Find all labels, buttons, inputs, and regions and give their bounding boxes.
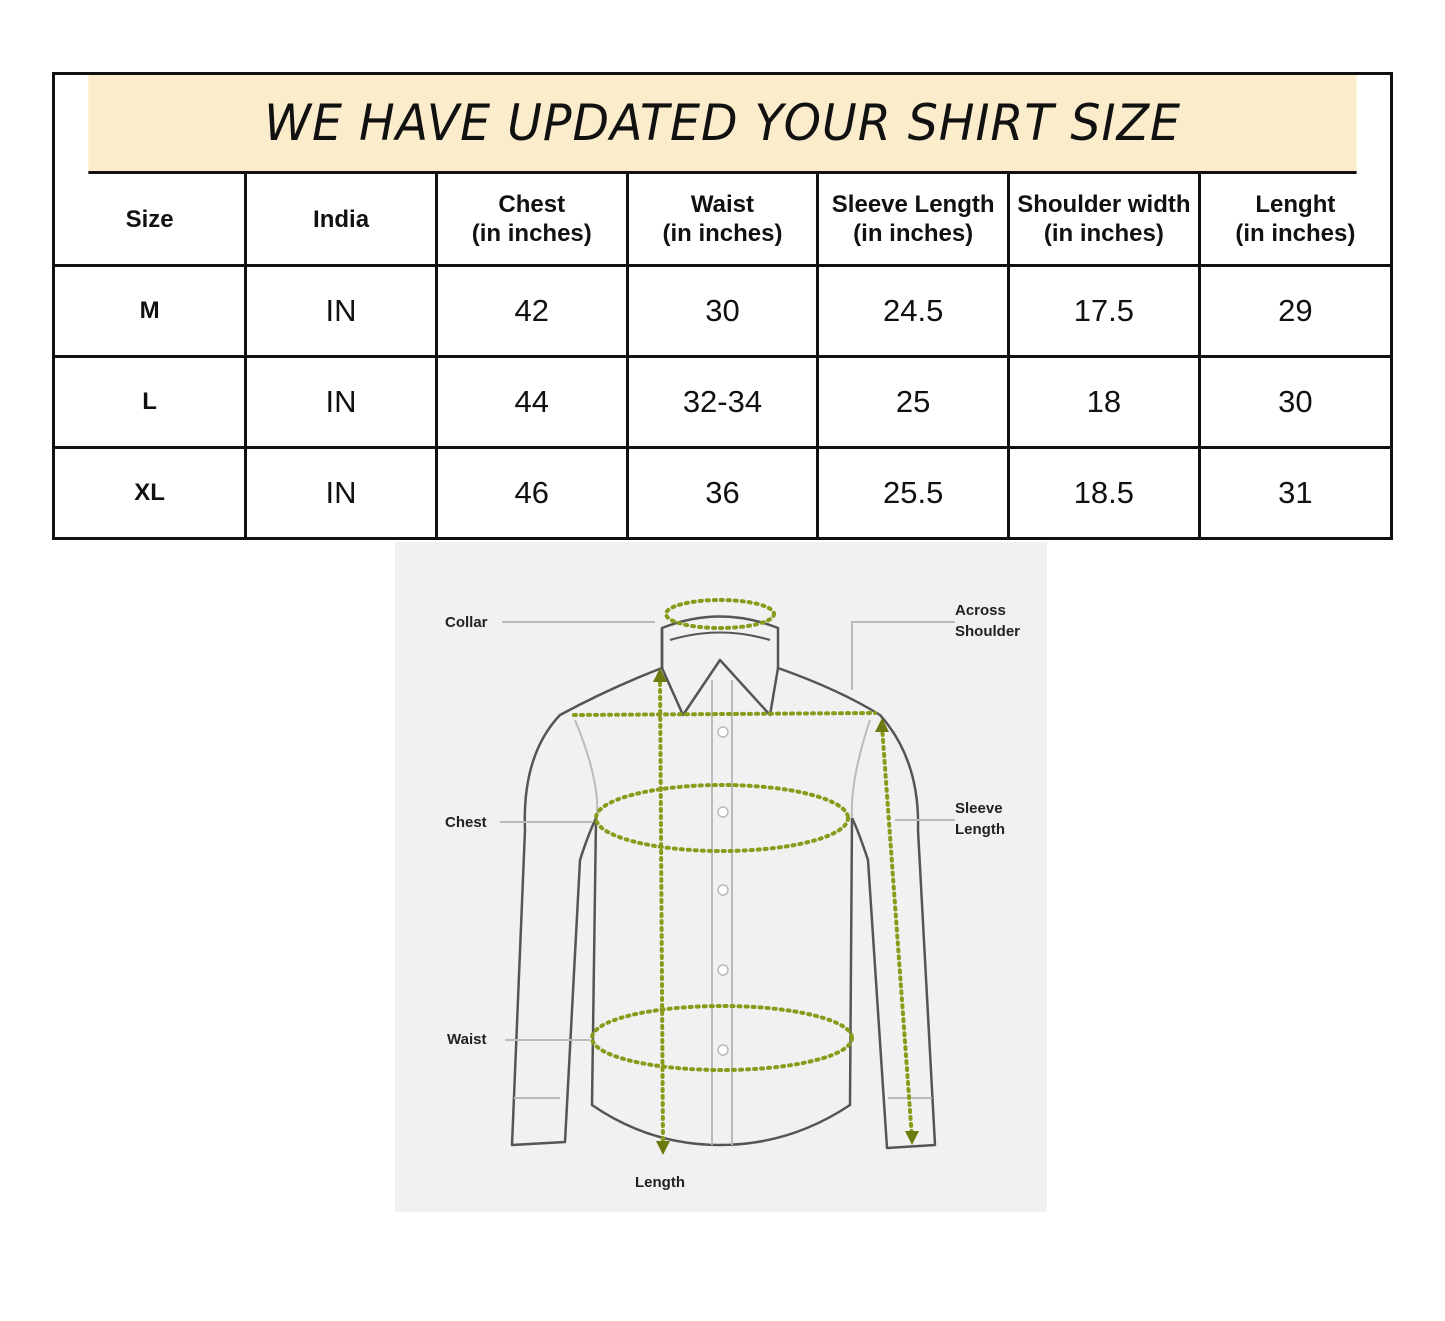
table-row: L IN 44 32-34 25 18 30 — [55, 355, 1390, 449]
chest-measure — [594, 783, 850, 853]
table-cell: 18 — [1007, 355, 1201, 449]
column-header: Chest (in inches) — [434, 174, 629, 267]
shoulder-measure — [572, 711, 877, 717]
length-measure — [658, 674, 665, 1148]
column-header: India — [244, 174, 438, 267]
header-unit: (in inches) — [1235, 220, 1356, 247]
label-waist: Waist — [447, 1031, 487, 1048]
leader-lines — [500, 621, 955, 1041]
waist-measure — [590, 1004, 854, 1072]
table-cell: 44 — [434, 355, 629, 449]
header-unit: (in inches) — [471, 220, 592, 247]
header-row: Size India Chest (in inches) Waist (in inches… — [55, 174, 1390, 267]
header-label: Chest — [498, 191, 566, 218]
label-collar: Collar — [445, 614, 488, 631]
size-chart: WE HAVE UPDATED YOUR SHIRT SIZE Size Indi… — [52, 72, 1393, 540]
table-cell: 25 — [816, 355, 1011, 449]
collar-measure — [664, 598, 776, 630]
table-cell: 31 — [1197, 446, 1390, 537]
table-cell: 24.5 — [816, 264, 1011, 358]
shirt-illustration — [500, 598, 955, 1155]
table-cell: 32-34 — [625, 355, 820, 449]
measurement-lines — [572, 598, 914, 1148]
label-chest: Chest — [445, 814, 487, 831]
table-cell: L — [55, 355, 248, 449]
table-cell: 46 — [434, 446, 629, 537]
label-sleeve-length: Sleeve Length — [955, 798, 1005, 840]
header-label: Lenght — [1255, 191, 1336, 218]
column-header: Waist (in inches) — [625, 174, 820, 267]
buttons — [717, 726, 729, 1056]
column-header: Lenght (in inches) — [1197, 174, 1390, 267]
table-row: XL IN 46 36 25.5 18.5 31 — [55, 446, 1390, 537]
label-length: Length — [635, 1174, 685, 1191]
header-unit: (in inches) — [662, 220, 783, 247]
table-cell: IN — [244, 355, 438, 449]
table-cell: IN — [244, 446, 438, 537]
header-label: Sleeve Length — [831, 191, 995, 218]
table-cell: 29 — [1197, 264, 1390, 358]
chart-title: WE HAVE UPDATED YOUR SHIRT SIZE — [88, 75, 1357, 174]
table-row: M IN 42 30 24.5 17.5 29 — [55, 264, 1390, 358]
label-across-shoulder: Across Shoulder — [955, 600, 1020, 642]
column-header: Shoulder width (in inches) — [1007, 174, 1201, 267]
header-label: Size — [125, 205, 174, 233]
table-cell: 30 — [625, 264, 820, 358]
shirt-outline — [510, 615, 937, 1150]
table-cell: 36 — [625, 446, 820, 537]
table-cell: 25.5 — [816, 446, 1011, 537]
table-cell: M — [55, 264, 248, 358]
label-across-line2: Shoulder — [955, 623, 1021, 640]
arrow-heads — [653, 668, 919, 1155]
table-cell: XL — [55, 446, 248, 537]
header-unit: (in inches) — [853, 220, 974, 247]
size-table: Size India Chest (in inches) Waist (in inches… — [55, 174, 1390, 537]
table-cell: 18.5 — [1007, 446, 1201, 537]
column-header: Size — [55, 174, 248, 267]
label-sleeve-line2: Length — [955, 821, 1005, 838]
sleeve-measure — [880, 724, 914, 1140]
table-cell: 30 — [1197, 355, 1390, 449]
label-across-line1: Across — [955, 602, 1006, 619]
column-header: Sleeve Length (in inches) — [816, 174, 1011, 267]
header-label: Waist — [690, 191, 755, 218]
table-cell: 42 — [434, 264, 629, 358]
header-label: India — [313, 205, 370, 233]
header-unit: (in inches) — [1043, 220, 1164, 247]
header-label: Shoulder width — [1017, 191, 1191, 218]
shirt-measurement-diagram: Collar Across Shoulder Chest Sleeve Leng… — [395, 542, 1047, 1212]
table-cell: 17.5 — [1007, 264, 1201, 358]
table-cell: IN — [244, 264, 438, 358]
label-sleeve-line1: Sleeve — [955, 800, 1003, 817]
